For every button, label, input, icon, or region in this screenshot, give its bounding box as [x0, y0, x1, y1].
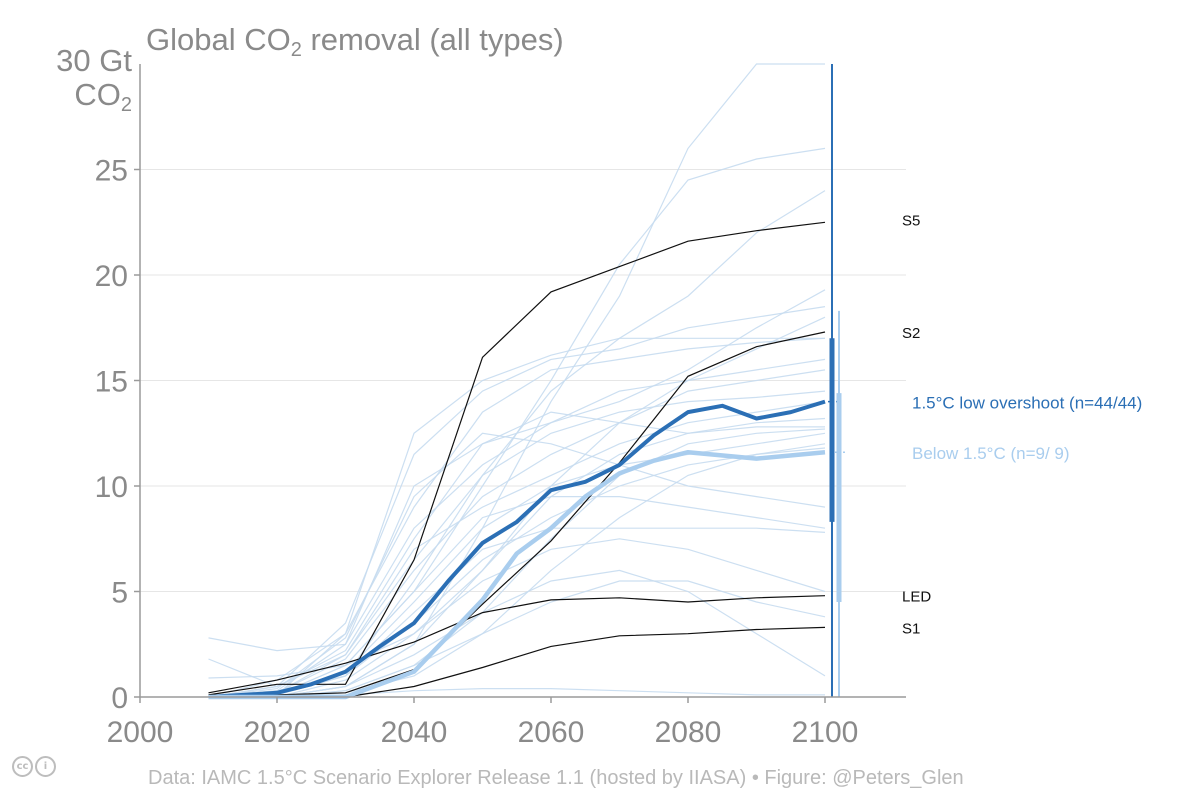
- range-bars: [828, 64, 845, 697]
- named-scenario-lines: [208, 221, 826, 698]
- x-tick-label: 2100: [792, 716, 859, 749]
- scenario-line: [208, 147, 826, 698]
- chart-title: Global CO2 removal (all types): [146, 22, 564, 61]
- attribution-icon: i: [35, 756, 56, 777]
- axes: 0 5 10 15 20 25 2000 2020 2040 2060 2080 2100: [95, 64, 906, 749]
- scenario-label-s1: S1: [902, 620, 920, 637]
- license-badges: cc i: [12, 756, 56, 777]
- scenario-label-s2: S2: [902, 325, 920, 342]
- y-tick-label: 5: [111, 577, 128, 610]
- scenario-line: [208, 306, 826, 698]
- scenario-line: [208, 337, 826, 698]
- y-tick-label: 25: [95, 155, 128, 188]
- x-tick-label: 2060: [518, 716, 585, 749]
- grid-lines: [140, 169, 906, 592]
- scenario-label-led: LED: [902, 589, 931, 606]
- y-tick-label: 0: [111, 682, 128, 715]
- footer-credit: Data: IAMC 1.5°C Scenario Explorer Relea…: [148, 767, 964, 789]
- x-tick-label: 2000: [107, 716, 174, 749]
- scenario-line-led: [208, 595, 826, 694]
- scenario-line: [208, 443, 826, 698]
- y-tick-label: 15: [95, 366, 128, 399]
- scenario-line: [208, 569, 826, 698]
- group-median-lines: [208, 399, 826, 700]
- scenario-line: [208, 432, 826, 698]
- group-label-1: 1.5°C low overshoot (n=44/44): [912, 394, 1142, 413]
- scenario-line: [208, 337, 825, 698]
- scenario-line: [208, 411, 825, 698]
- median-line-group-2: [208, 449, 826, 700]
- scenario-line: [208, 369, 826, 698]
- scenario-label-s5: S5: [902, 212, 920, 229]
- scenario-line-s2: [208, 331, 826, 698]
- scenario-line: [208, 289, 826, 652]
- scenario-line: [208, 496, 826, 698]
- scenario-line: [208, 358, 826, 698]
- y-tick-label: 10: [95, 471, 128, 504]
- series-labels: 1.5°C low overshoot (n=44/44) Below 1.5°C…: [902, 212, 1142, 637]
- x-tick-label: 2020: [244, 716, 311, 749]
- cc-icon: cc: [12, 756, 33, 777]
- x-tick-label: 2080: [655, 716, 722, 749]
- y-axis-unit-label: 30 Gt CO2: [56, 43, 132, 117]
- x-tick-label: 2040: [381, 716, 448, 749]
- scenario-line: [208, 417, 826, 679]
- scenario-line: [208, 316, 826, 698]
- scenario-lines: [208, 63, 826, 698]
- scenario-line: [208, 538, 826, 698]
- scenario-line: [208, 390, 826, 698]
- y-tick-label: 20: [95, 260, 128, 293]
- group-label-2: Below 1.5°C (n=9/ 9): [912, 444, 1070, 463]
- median-line-group-1: [208, 399, 826, 699]
